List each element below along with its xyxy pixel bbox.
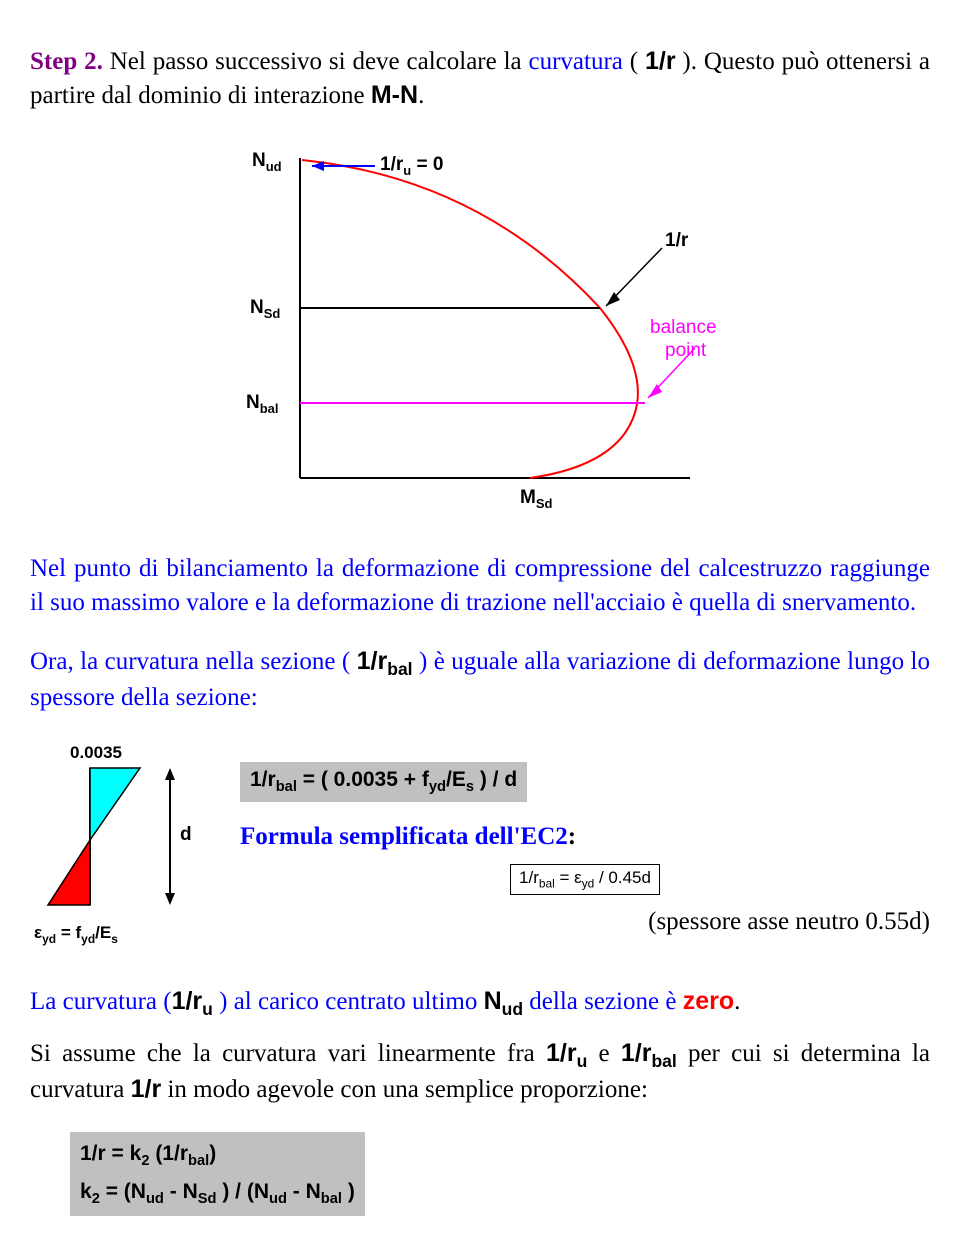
svg-text:0.0035: 0.0035 (70, 743, 122, 762)
linear-assumption: Si assume che la curvatura vari linearme… (30, 1037, 930, 1107)
svg-text:εyd = fyd/Es: εyd = fyd/Es (34, 923, 118, 946)
svg-text:MSd: MSd (520, 487, 552, 511)
text: Si assume che la curvatura vari linearme… (30, 1040, 546, 1067)
text: della sezione è (523, 988, 683, 1015)
text: nella sezione ( (199, 648, 357, 675)
formula-k2-block: 1/r = k2 (1/rbal) k2 = (Nud - NSd ) / (N… (70, 1132, 930, 1216)
one-over-r: 1/r (645, 47, 676, 75)
text: e (587, 1040, 621, 1067)
text: . (418, 82, 424, 109)
one-over-r-bal: 1/rbal (357, 647, 413, 675)
n-ud: Nud (484, 987, 523, 1015)
svg-text:point: point (665, 340, 707, 361)
formula-column: 1/rbal = ( 0.0035 + fyd/Es ) / d Formula… (240, 762, 930, 939)
text: . (734, 988, 740, 1015)
curvature-section-intro: Ora, la curvatura nella sezione ( 1/rbal… (30, 645, 930, 715)
text: ) al carico centrato ultimo (213, 988, 484, 1015)
formula-simplified: 1/rbal = εyd / 0.45d (510, 864, 660, 894)
svg-text:1/r: 1/r (665, 230, 689, 251)
svg-text:balance: balance (650, 317, 717, 338)
mn-interaction-diagram: Nud 1/ru = 0 NSd Nbal MSd 1/r balance po… (230, 138, 730, 528)
spessore-note: (spessore asse neutro 0.55d) (240, 905, 930, 939)
one-over-r: 1/r (131, 1075, 162, 1103)
svg-text:Nud: Nud (252, 150, 282, 174)
svg-text:1/ru = 0: 1/ru = 0 (380, 154, 443, 178)
one-over-ru: 1/ru (172, 987, 213, 1015)
one-over-rbal: 1/rbal (621, 1039, 677, 1067)
m-n: M-N (371, 81, 418, 109)
curvature-zero-line: La curvatura (1/ru ) al carico centrato … (30, 985, 930, 1022)
text: Nel passo successivo si deve calcolare l… (103, 48, 529, 75)
text: ( (623, 48, 645, 75)
svg-text:d: d (180, 824, 192, 845)
step2-intro: Step 2. Nel passo successivo si deve cal… (30, 45, 930, 113)
simplified-label: Formula semplificata dell'EC2: (240, 820, 930, 854)
curvature-word: curvatura (105, 648, 199, 675)
step-label: Step 2. (30, 48, 103, 75)
zero: zero (683, 987, 734, 1015)
text: in modo agevole con una semplice proporz… (161, 1076, 648, 1103)
strain-and-formula-row: 0.0035 d εyd = fyd/Es 1/rbal = ( 0.0035 … (30, 740, 930, 960)
text: La curvatura ( (30, 988, 172, 1015)
formula-1-over-rbal: 1/rbal = ( 0.0035 + fyd/Es ) / d (240, 762, 527, 802)
svg-text:Nbal: Nbal (246, 392, 279, 416)
text: Ora, la (30, 648, 105, 675)
one-over-ru: 1/ru (546, 1039, 587, 1067)
strain-diagram: 0.0035 d εyd = fyd/Es (30, 740, 210, 960)
curvature-word: curvatura (529, 48, 623, 75)
svg-text:NSd: NSd (250, 297, 280, 321)
balance-point-explain: Nel punto di bilanciamento la deformazio… (30, 552, 930, 620)
